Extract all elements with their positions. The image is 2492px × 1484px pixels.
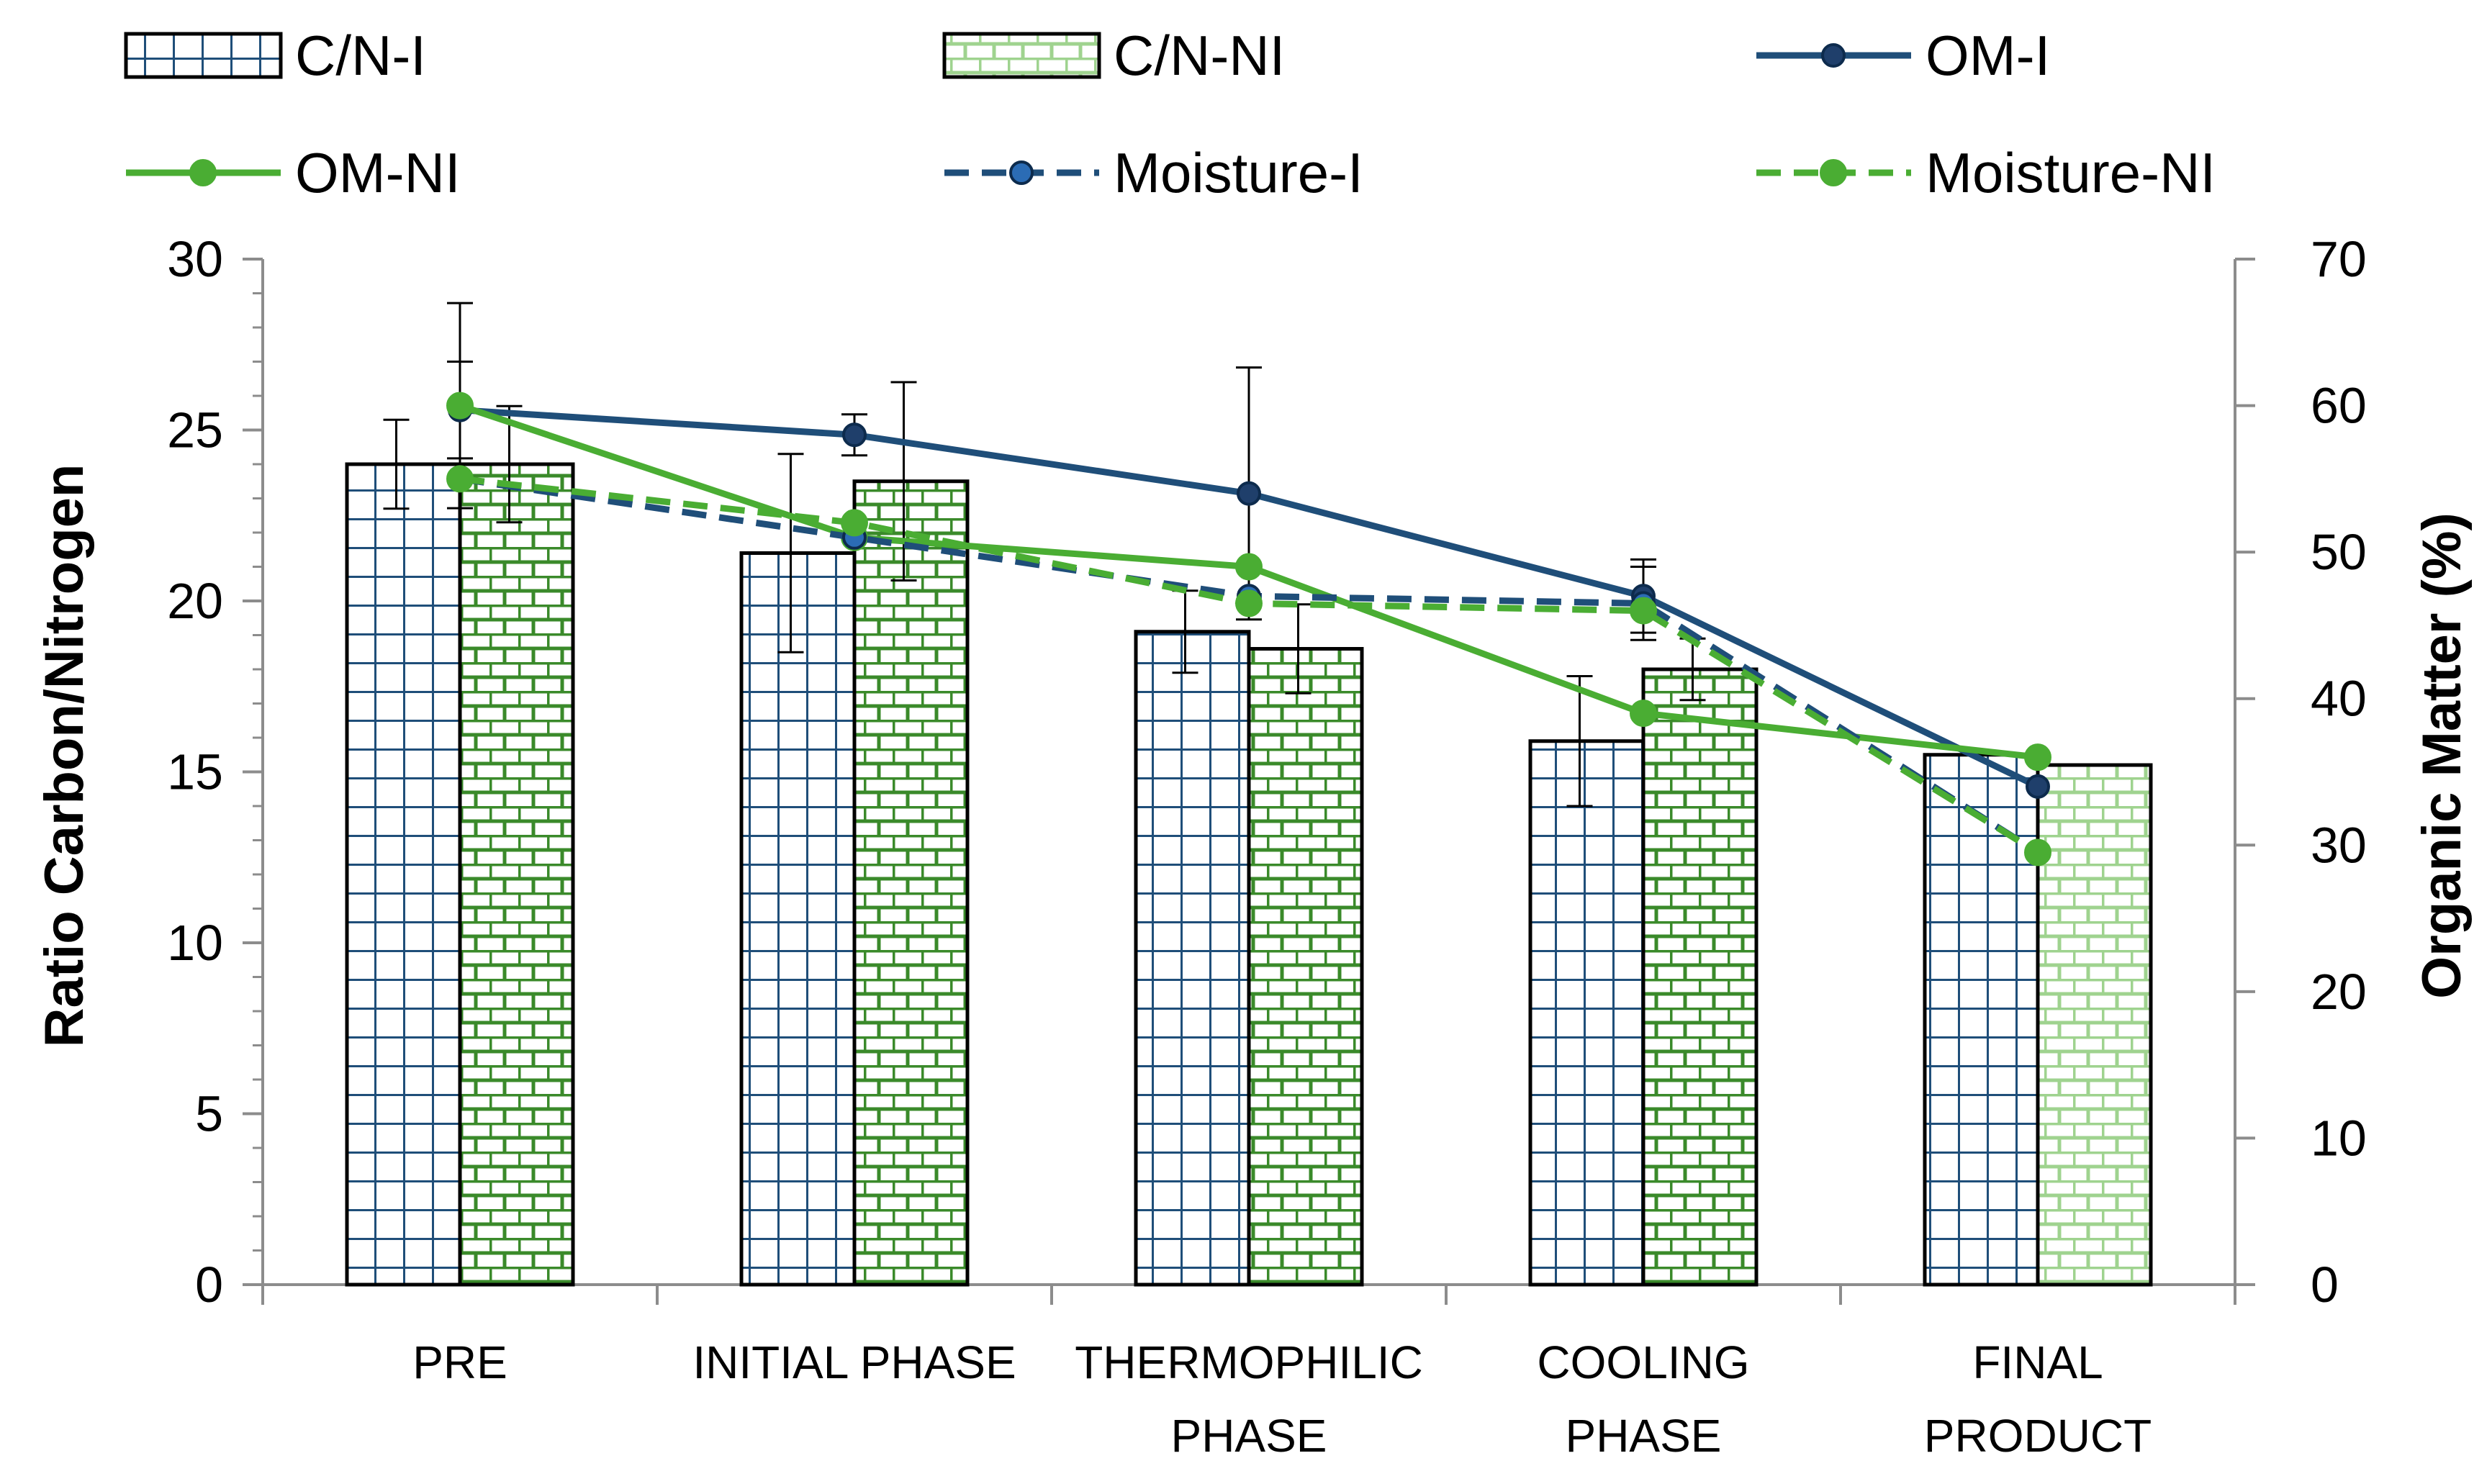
right-tick-label: 30: [2311, 817, 2367, 873]
category-label: PHASE: [1171, 1410, 1327, 1462]
legend: C/N-I C/N-NI OM-I OM-NI Moisture-I Moisture-N…: [124, 24, 2216, 204]
left-tick-label: 0: [195, 1257, 223, 1313]
point-om-ni: [1235, 553, 1263, 581]
point-om-i: [842, 422, 867, 448]
left-tick-label: 30: [167, 231, 223, 287]
y-axis-title: Ratio Carbon/Nitrogen: [34, 464, 95, 1048]
left-tick-label: 25: [167, 402, 223, 458]
bar-c-n-ni: [852, 479, 970, 1287]
bar-c-n-i: [1923, 753, 2040, 1287]
legend-label-c-n-ni: C/N-NI: [1114, 24, 1285, 87]
point-moisture-ni: [841, 509, 868, 537]
legend-label-moisture-i: Moisture-I: [1114, 141, 1363, 204]
right-tick-label: 50: [2311, 524, 2367, 580]
legend-label-moisture-ni: Moisture-NI: [1926, 141, 2216, 204]
legend-marker-om-ni: [189, 159, 217, 186]
bar-c-n-i: [345, 462, 462, 1287]
category-label: PRE: [412, 1336, 507, 1388]
bar-c-n-i: [1134, 630, 1251, 1287]
bars: [345, 462, 2153, 1287]
point-moisture-ni: [446, 465, 474, 493]
bar-c-n-ni: [2036, 763, 2153, 1287]
point-moisture-ni: [1235, 589, 1263, 617]
category-labels: PRE INITIAL PHASE THERMOPHILIC PHASE COOLING…: [412, 1336, 2152, 1462]
bar-c-n-ni: [1247, 647, 1364, 1287]
point-moisture-ni: [1630, 597, 1657, 625]
legend-marker-moisture-ni: [1820, 159, 1847, 186]
category-label: PRODUCT: [1924, 1410, 2152, 1462]
left-tick-label: 15: [167, 744, 223, 800]
left-tick-label: 5: [195, 1086, 223, 1142]
lines: [446, 392, 2051, 867]
point-moisture-ni: [2024, 838, 2051, 867]
category-label: COOLING: [1537, 1336, 1749, 1388]
right-tick-label: 40: [2311, 671, 2367, 727]
legend-label-om-i: OM-I: [1926, 24, 2050, 87]
right-tick-label: 10: [2311, 1110, 2367, 1166]
legend-swatch-c-n-ni: [942, 32, 1101, 79]
category-label: PHASE: [1566, 1410, 1722, 1462]
left-tick-label: 10: [167, 915, 223, 971]
right-tick-label: 20: [2311, 964, 2367, 1020]
bar-c-n-i: [1528, 739, 1645, 1287]
legend-marker-om-i: [1821, 43, 1846, 68]
y2-axis-title: Organic Matter (%): [2411, 512, 2473, 999]
right-tick-label: 60: [2311, 378, 2367, 434]
point-om-i: [1237, 481, 1261, 506]
bar-c-n-i: [739, 551, 857, 1287]
category-label: INITIAL PHASE: [692, 1336, 1016, 1388]
legend-label-c-n-i: C/N-I: [295, 24, 426, 87]
right-tick-label: 70: [2311, 231, 2367, 287]
point-om-ni: [446, 392, 474, 420]
bar-c-n-ni: [1641, 667, 1759, 1287]
point-om-ni: [2024, 743, 2051, 772]
legend-label-om-ni: OM-NI: [295, 141, 461, 204]
legend-marker-moisture-i: [1009, 160, 1034, 185]
point-om-i: [2026, 774, 2050, 799]
point-om-ni: [1630, 700, 1657, 728]
category-label: FINAL: [1972, 1336, 2103, 1388]
left-tick-label: 20: [167, 573, 223, 629]
category-label: THERMOPHILIC: [1075, 1336, 1423, 1388]
legend-swatch-c-n-i: [124, 32, 283, 79]
right-tick-label: 0: [2311, 1257, 2339, 1313]
tick-labels: 0 5 10 15 20 25 30 0 10 20 30 40 50 60 70: [167, 231, 2367, 1313]
bar-c-n-ni: [458, 462, 575, 1287]
